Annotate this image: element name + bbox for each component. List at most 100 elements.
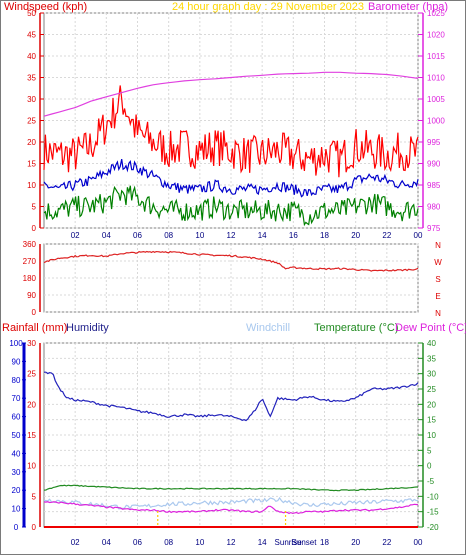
- wind-x-tick: 08: [164, 231, 173, 240]
- wind-average-line: [43, 158, 419, 198]
- sunrise-label: Sunrise: [275, 538, 303, 547]
- barometer-tick: 1020: [427, 31, 445, 40]
- humidity-tick: 60: [12, 413, 21, 422]
- temperature-tick: -15: [427, 508, 439, 517]
- compass-tick: E: [435, 292, 440, 301]
- direction-tick: 0: [32, 308, 37, 317]
- wind-x-tick: 22: [382, 231, 391, 240]
- temperature-x-tick: 20: [351, 538, 360, 547]
- humidity-tick: 50: [12, 431, 21, 440]
- temperature-tick: 40: [427, 339, 436, 348]
- temperature-x-tick: 08: [164, 538, 173, 547]
- wind-x-tick: 12: [227, 231, 236, 240]
- temperature-tick: 20: [427, 400, 436, 409]
- barometer-tick: 1010: [427, 74, 445, 83]
- temperature-line: [43, 484, 418, 492]
- wind-x-tick: 16: [289, 231, 298, 240]
- temperature-tick: 35: [427, 354, 436, 363]
- barometer-tick: 975: [427, 224, 441, 233]
- wind-x-tick: 04: [102, 231, 111, 240]
- humidity-line: [44, 371, 419, 422]
- humidity-tick: 20: [12, 486, 21, 495]
- legend-rainfall: Rainfall (mm): [2, 322, 67, 334]
- temperature-tick: 10: [427, 431, 436, 440]
- windspeed-tick: 15: [27, 160, 36, 169]
- humidity-tick: 0: [14, 523, 19, 532]
- dewpoint-line: [43, 501, 419, 515]
- compass-tick: S: [435, 275, 440, 284]
- wind-x-tick: 18: [320, 231, 329, 240]
- legend-humidity: Humidity: [66, 322, 109, 334]
- temperature-tick: -10: [427, 492, 439, 501]
- wind-x-tick: 00: [414, 231, 423, 240]
- temperature-x-tick: 06: [133, 538, 142, 547]
- windspeed-tick: 20: [27, 138, 36, 147]
- barometer-axis-label: Barometer (hpa): [368, 1, 448, 13]
- humidity-tick: 100: [9, 339, 23, 348]
- wind-x-tick: 10: [195, 231, 204, 240]
- windspeed-axis-label: Windspeed (kph): [4, 1, 87, 13]
- humidity-tick: 30: [12, 468, 21, 477]
- wind-lull-line: [43, 185, 419, 227]
- barometer-tick: 990: [427, 160, 441, 169]
- compass-tick: N: [435, 241, 441, 250]
- windspeed-tick: 45: [27, 31, 36, 40]
- windspeed-tick: 35: [27, 74, 36, 83]
- windspeed-tick: 25: [27, 117, 36, 126]
- compass-tick: W: [434, 258, 442, 267]
- temperature-tick: 5: [427, 446, 432, 455]
- wind-gust-line: [43, 85, 419, 178]
- temperature-x-tick: 14: [258, 538, 267, 547]
- temperature-tick: -5: [427, 477, 435, 486]
- temperature-tick: 15: [427, 416, 436, 425]
- compass-tick: N: [435, 309, 441, 318]
- temperature-x-tick: 04: [102, 538, 111, 547]
- temperature-x-tick: 10: [195, 538, 204, 547]
- temperature-x-tick: 02: [71, 538, 80, 547]
- barometer-line: [43, 71, 419, 117]
- humidity-tick: 80: [12, 376, 21, 385]
- chart-title: 24 hour graph day : 29 November 2023: [172, 1, 364, 13]
- temperature-x-tick: 00: [414, 538, 423, 547]
- windspeed-tick: 30: [27, 95, 36, 104]
- windspeed-tick: 50: [27, 9, 36, 18]
- direction-tick: 90: [27, 291, 36, 300]
- temperature-x-tick: 18: [320, 538, 329, 547]
- windspeed-tick: 10: [27, 181, 36, 190]
- barometer-tick: 1000: [427, 117, 445, 126]
- barometer-tick: 1015: [427, 52, 445, 61]
- rainfall-tick: 25: [27, 370, 36, 379]
- temperature-tick: 0: [427, 462, 432, 471]
- rainfall-tick: 5: [32, 492, 37, 501]
- wind-x-tick: 20: [351, 231, 360, 240]
- wind-x-tick: 02: [71, 231, 80, 240]
- temperature-x-tick: 22: [382, 538, 391, 547]
- humidity-tick: 70: [12, 394, 21, 403]
- legend-dewpoint: Dew Point (°C): [395, 322, 466, 334]
- humidity-tick: 40: [12, 449, 21, 458]
- barometer-tick: 1025: [427, 9, 445, 18]
- windchill-line: [43, 496, 419, 510]
- wind-x-tick: 14: [258, 231, 267, 240]
- direction-tick: 360: [23, 240, 37, 249]
- legend-temperature: Temperature (°C): [314, 322, 398, 334]
- rainfall-tick: 15: [27, 431, 36, 440]
- rainfall-tick: 10: [27, 462, 36, 471]
- humidity-tick: 90: [12, 357, 21, 366]
- temperature-tick: 25: [427, 385, 436, 394]
- windspeed-tick: 40: [27, 52, 36, 61]
- barometer-tick: 985: [427, 181, 441, 190]
- sunset-label: Sunset: [292, 538, 318, 547]
- windspeed-tick: 0: [32, 224, 37, 233]
- rainfall-tick: 30: [27, 339, 36, 348]
- barometer-tick: 980: [427, 203, 441, 212]
- windspeed-tick: 5: [32, 203, 37, 212]
- direction-tick: 270: [23, 257, 37, 266]
- wind-direction-line: [43, 250, 419, 272]
- temperature-tick: 30: [427, 370, 436, 379]
- humidity-tick: 10: [12, 505, 21, 514]
- rainfall-tick: 20: [27, 400, 36, 409]
- barometer-tick: 995: [427, 138, 441, 147]
- temperature-x-tick: 12: [227, 538, 236, 547]
- direction-tick: 180: [23, 274, 37, 283]
